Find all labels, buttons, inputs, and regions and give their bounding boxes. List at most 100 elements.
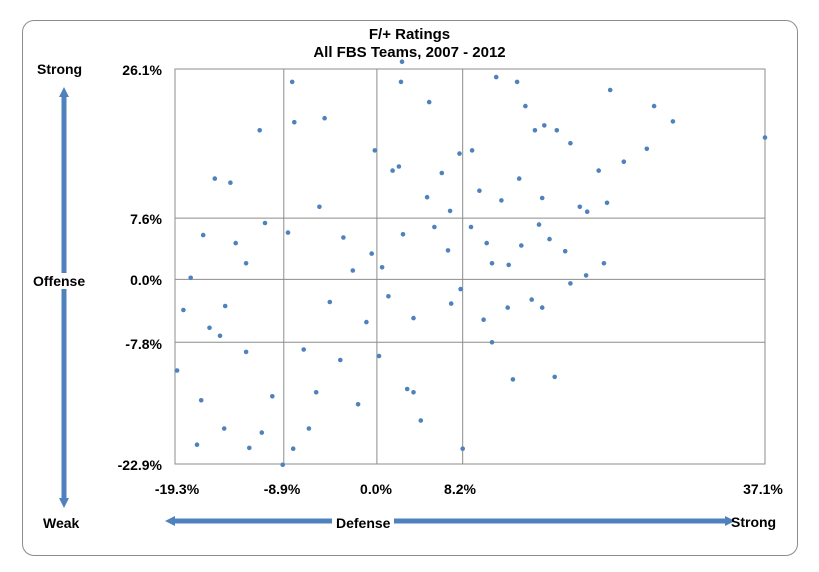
data-point — [188, 275, 193, 281]
x-tick-label: -8.9% — [263, 481, 301, 497]
data-point — [596, 168, 601, 173]
data-point — [243, 261, 249, 266]
data-point — [194, 442, 200, 448]
data-point — [519, 243, 524, 248]
data-point — [369, 251, 375, 256]
data-point — [257, 128, 263, 133]
data-point — [411, 390, 416, 395]
data-point — [499, 198, 504, 203]
y-axis-title: Offense — [30, 273, 89, 289]
y-tick-label: 0.0% — [130, 272, 162, 288]
data-point — [289, 79, 295, 85]
data-point — [313, 390, 319, 395]
data-point — [481, 317, 486, 323]
data-point — [577, 204, 583, 210]
data-point — [523, 103, 528, 109]
chart-title: F/+ Ratings — [368, 26, 451, 43]
data-point — [290, 446, 296, 452]
data-point — [439, 170, 445, 176]
data-point — [270, 394, 275, 399]
data-point — [762, 135, 768, 140]
data-point — [469, 148, 475, 153]
data-point — [651, 103, 657, 109]
data-point — [379, 265, 385, 270]
data-point — [510, 377, 516, 382]
data-point — [489, 340, 495, 345]
data-point — [514, 79, 520, 85]
data-point — [448, 301, 454, 306]
y-axis-strong-label: Strong — [37, 61, 83, 77]
data-point — [292, 119, 297, 125]
data-point — [222, 303, 228, 309]
data-point — [243, 349, 249, 355]
data-point — [364, 319, 369, 325]
data-point — [529, 297, 534, 302]
data-point — [198, 398, 204, 403]
data-point — [506, 262, 512, 268]
data-point — [621, 159, 627, 164]
data-point — [285, 230, 291, 235]
data-point — [532, 128, 538, 133]
data-point — [411, 315, 416, 321]
data-point — [217, 333, 223, 339]
data-point — [280, 462, 286, 468]
chart-subtitle: All FBS Teams, 2007 - 2012 — [313, 44, 506, 61]
data-point — [432, 224, 437, 230]
data-point — [400, 232, 406, 237]
data-point — [327, 299, 333, 305]
data-point — [399, 59, 405, 64]
data-point — [212, 176, 218, 181]
x-tick-label: 37.1% — [743, 481, 783, 497]
data-point — [493, 74, 499, 80]
data-point — [489, 261, 495, 266]
data-point — [445, 248, 451, 253]
data-point — [547, 236, 552, 242]
data-point — [404, 386, 410, 392]
data-point — [562, 248, 568, 254]
data-point — [350, 268, 356, 273]
data-point — [338, 357, 343, 363]
data-point — [390, 168, 395, 173]
data-point — [607, 87, 613, 93]
data-point — [552, 374, 557, 380]
data-point — [386, 294, 391, 299]
data-point — [644, 146, 650, 152]
data-point — [259, 430, 265, 435]
data-point — [398, 79, 404, 85]
y-tick-label: 7.6% — [130, 211, 162, 227]
x-tick-label: -19.3% — [154, 481, 200, 497]
data-points — [174, 59, 768, 468]
y-tick-label: -22.9% — [117, 457, 162, 473]
data-point — [372, 148, 378, 153]
data-point — [317, 204, 322, 210]
data-point — [228, 180, 233, 185]
data-point — [447, 208, 453, 214]
data-point — [426, 99, 432, 105]
data-point — [457, 151, 462, 156]
data-point — [604, 200, 610, 206]
data-point — [516, 176, 522, 181]
data-point — [568, 140, 573, 146]
data-point — [200, 232, 206, 238]
gridlines — [175, 69, 765, 464]
data-point — [584, 209, 590, 214]
data-point — [233, 240, 238, 246]
data-point — [583, 273, 589, 278]
data-point — [341, 235, 346, 240]
x-axis-strong-label: Strong — [731, 514, 777, 530]
plot-area — [174, 68, 766, 465]
data-point — [484, 240, 490, 246]
data-point — [247, 445, 252, 451]
data-point — [468, 224, 474, 230]
x-tick-label: 0.0% — [360, 481, 392, 497]
data-point — [322, 115, 327, 121]
data-point — [306, 426, 312, 431]
data-point — [601, 261, 607, 266]
data-point — [221, 426, 227, 431]
data-point — [418, 418, 424, 423]
data-point — [505, 305, 511, 310]
data-point — [355, 402, 361, 407]
data-point — [207, 325, 212, 331]
data-point — [262, 220, 268, 226]
